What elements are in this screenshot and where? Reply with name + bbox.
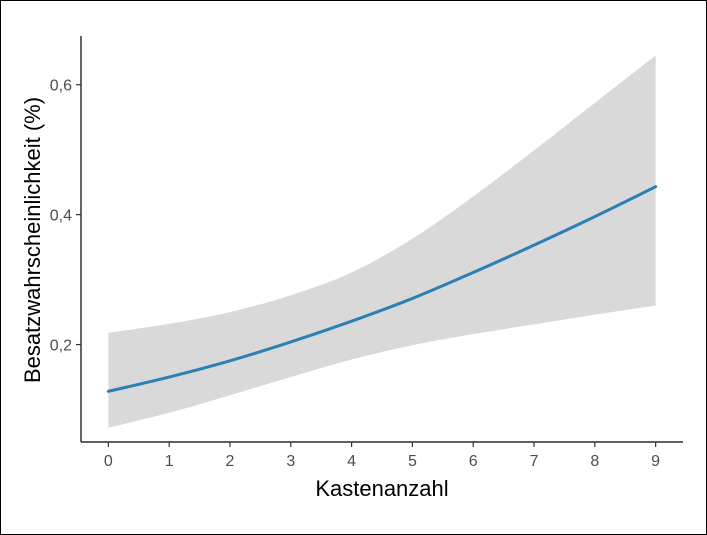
- y-tick-label: 0,2: [50, 338, 72, 355]
- confidence-band: [108, 55, 656, 428]
- x-tick-label: 7: [530, 453, 539, 470]
- confidence-band-layer: [108, 55, 656, 428]
- x-tick-label: 1: [165, 453, 174, 470]
- x-ticks: 0 1 2 3 4 5 6 7 8 9: [104, 442, 660, 470]
- x-tick-label: 9: [651, 453, 660, 470]
- line-layer: [106, 185, 658, 393]
- x-tick-label: 0: [104, 453, 113, 470]
- x-tick-label: 2: [226, 453, 235, 470]
- x-tick-label: 5: [408, 453, 417, 470]
- fitted-line: [106, 185, 658, 393]
- x-tick-label: 4: [347, 453, 356, 470]
- y-tick-label: 0,4: [50, 208, 72, 225]
- x-tick-label: 6: [469, 453, 478, 470]
- y-ticks: 0,2 0,4 0,6: [50, 78, 81, 355]
- x-tick-label: 8: [590, 453, 599, 470]
- y-tick-label: 0,6: [50, 78, 72, 95]
- axes-layer: [80, 36, 683, 443]
- x-axis-title: Kastenanzahl: [315, 476, 448, 501]
- y-axis-title: Besatzwahrscheinlichkeit (%): [20, 97, 45, 383]
- x-tick-label: 3: [286, 453, 295, 470]
